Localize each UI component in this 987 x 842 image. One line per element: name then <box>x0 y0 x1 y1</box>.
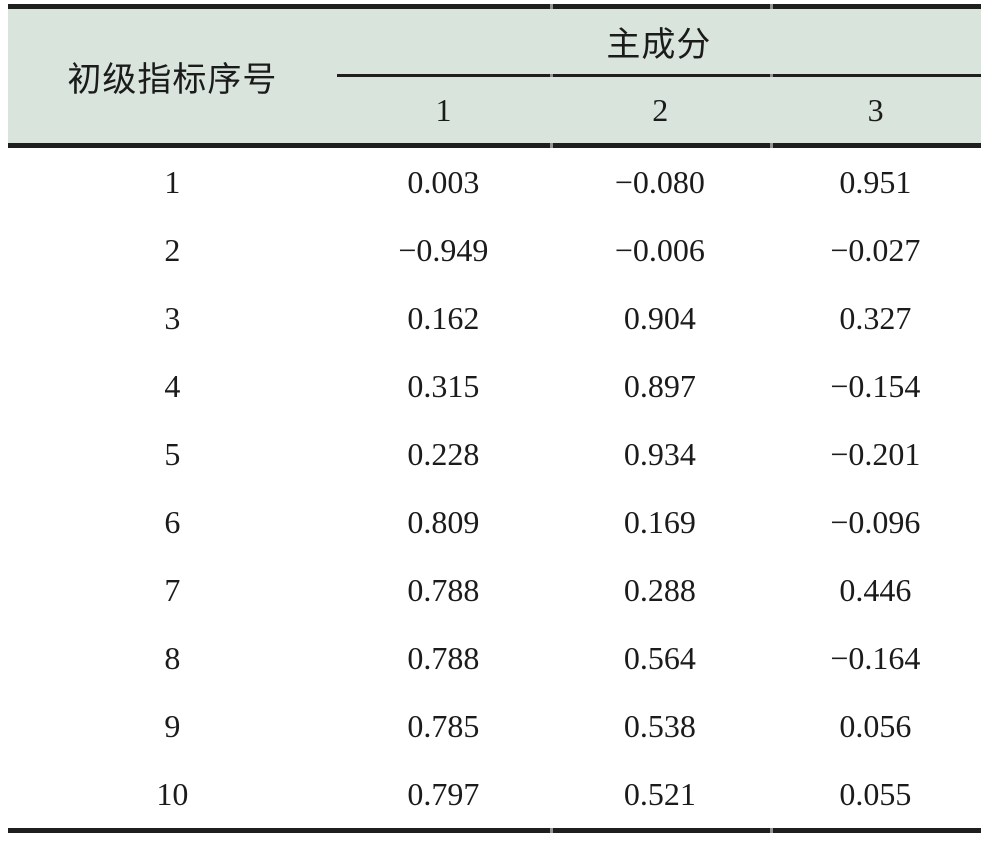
pc2-value-cell: −0.006 <box>614 231 705 268</box>
table-header: 初级指标序号 主成分 1 2 3 <box>8 9 981 143</box>
row-index-cell: 10 <box>156 775 189 812</box>
table-bottom-rule <box>8 828 981 833</box>
column-seam <box>550 74 554 77</box>
row-index-cell: 6 <box>164 503 181 540</box>
pc3-value-cell: −0.164 <box>830 639 921 676</box>
component-matrix-table: 初级指标序号 主成分 1 2 3 1 0.003 −0.080 0.9 <box>8 4 981 833</box>
pc3-value-cell: 0.951 <box>839 163 912 200</box>
column-seam <box>769 143 773 148</box>
sub-column-header-3: 3 <box>867 91 884 128</box>
principal-component-group: 主成分 1 2 3 <box>336 9 981 143</box>
pc1-value-cell: 0.228 <box>407 435 480 472</box>
pc2-value-cell: 0.934 <box>623 435 696 472</box>
pc3-value-cell: 0.327 <box>839 299 912 336</box>
pc3-value-cell: 0.055 <box>839 775 912 812</box>
column-seam <box>549 828 553 833</box>
row-index-cell: 5 <box>164 435 181 472</box>
pc1-value-cell: 0.003 <box>407 163 480 200</box>
pc1-value-cell: 0.785 <box>407 707 480 744</box>
pc2-value-cell: 0.897 <box>623 367 696 404</box>
table-row: 2 −0.949 −0.006 −0.027 <box>8 216 981 284</box>
table-row: 5 0.228 0.934 −0.201 <box>8 420 981 488</box>
pc3-value-cell: −0.096 <box>830 503 921 540</box>
pc1-value-cell: −0.949 <box>398 231 489 268</box>
pc2-value-cell: 0.288 <box>623 571 696 608</box>
header-bottom-rule <box>8 143 981 148</box>
pc1-value-cell: 0.809 <box>407 503 480 540</box>
row-label-column-header: 初级指标序号 <box>67 60 278 99</box>
table-body: 1 0.003 −0.080 0.951 2 −0.949 −0.006 −0.… <box>8 148 981 828</box>
pc1-value-cell: 0.315 <box>407 367 480 404</box>
pc2-value-cell: −0.080 <box>614 163 705 200</box>
table-row: 1 0.003 −0.080 0.951 <box>8 148 981 216</box>
row-index-cell: 7 <box>164 571 181 608</box>
pc3-value-cell: −0.154 <box>830 367 921 404</box>
table-row: 9 0.785 0.538 0.056 <box>8 692 981 760</box>
pc2-value-cell: 0.538 <box>623 707 696 744</box>
table-row: 10 0.797 0.521 0.055 <box>8 760 981 828</box>
group-header-label: 主成分 <box>606 26 712 64</box>
pc2-value-cell: 0.521 <box>623 775 696 812</box>
sub-column-header-1: 1 <box>435 91 452 128</box>
pc1-value-cell: 0.797 <box>407 775 480 812</box>
row-index-cell: 4 <box>164 367 181 404</box>
table-row: 8 0.788 0.564 −0.164 <box>8 624 981 692</box>
pc2-value-cell: 0.904 <box>623 299 696 336</box>
table-row: 7 0.788 0.288 0.446 <box>8 556 981 624</box>
pc3-value-cell: 0.446 <box>839 571 912 608</box>
column-seam <box>769 74 773 77</box>
pc3-value-cell: −0.027 <box>830 231 921 268</box>
column-seam <box>549 4 553 9</box>
table-top-rule <box>8 4 981 9</box>
row-index-cell: 8 <box>164 639 181 676</box>
table-row: 6 0.809 0.169 −0.096 <box>8 488 981 556</box>
sub-column-headers: 1 2 3 <box>337 77 981 143</box>
row-index-cell: 1 <box>164 163 181 200</box>
row-index-cell: 3 <box>164 299 181 336</box>
pc1-value-cell: 0.162 <box>407 299 480 336</box>
pc1-value-cell: 0.788 <box>407 571 480 608</box>
column-seam <box>769 828 773 833</box>
row-index-cell: 9 <box>164 707 181 744</box>
pc2-value-cell: 0.169 <box>623 503 696 540</box>
sub-column-header-2: 2 <box>652 91 669 128</box>
table-row: 3 0.162 0.904 0.327 <box>8 284 981 352</box>
pc1-value-cell: 0.788 <box>407 639 480 676</box>
pc3-value-cell: 0.056 <box>839 707 912 744</box>
row-index-cell: 2 <box>164 231 181 268</box>
group-header-rule <box>336 74 981 77</box>
pc2-value-cell: 0.564 <box>623 639 696 676</box>
pc3-value-cell: −0.201 <box>830 435 921 472</box>
column-seam <box>549 143 553 148</box>
column-seam <box>769 4 773 9</box>
table-row: 4 0.315 0.897 −0.154 <box>8 352 981 420</box>
